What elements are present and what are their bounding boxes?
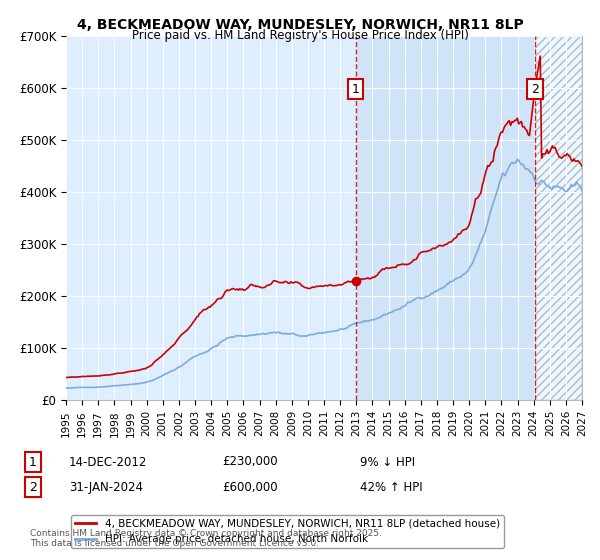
Bar — [356, 36, 535, 400]
Text: 1: 1 — [352, 83, 359, 96]
Text: 1: 1 — [29, 455, 37, 469]
Text: 42% ↑ HPI: 42% ↑ HPI — [360, 480, 422, 494]
Text: 4, BECKMEADOW WAY, MUNDESLEY, NORWICH, NR11 8LP: 4, BECKMEADOW WAY, MUNDESLEY, NORWICH, N… — [77, 18, 523, 32]
Text: 14-DEC-2012: 14-DEC-2012 — [69, 455, 148, 469]
Legend: 4, BECKMEADOW WAY, MUNDESLEY, NORWICH, NR11 8LP (detached house), HPI: Average p: 4, BECKMEADOW WAY, MUNDESLEY, NORWICH, N… — [71, 515, 504, 548]
Text: £600,000: £600,000 — [222, 480, 278, 494]
Text: 9% ↓ HPI: 9% ↓ HPI — [360, 455, 415, 469]
Bar — [535, 36, 582, 400]
Text: 2: 2 — [531, 83, 539, 96]
Text: £230,000: £230,000 — [222, 455, 278, 469]
Text: Price paid vs. HM Land Registry's House Price Index (HPI): Price paid vs. HM Land Registry's House … — [131, 29, 469, 42]
Text: 2: 2 — [29, 480, 37, 494]
Text: 31-JAN-2024: 31-JAN-2024 — [69, 480, 143, 494]
Bar — [535, 36, 582, 400]
Text: Contains HM Land Registry data © Crown copyright and database right 2025.
This d: Contains HM Land Registry data © Crown c… — [30, 529, 382, 548]
